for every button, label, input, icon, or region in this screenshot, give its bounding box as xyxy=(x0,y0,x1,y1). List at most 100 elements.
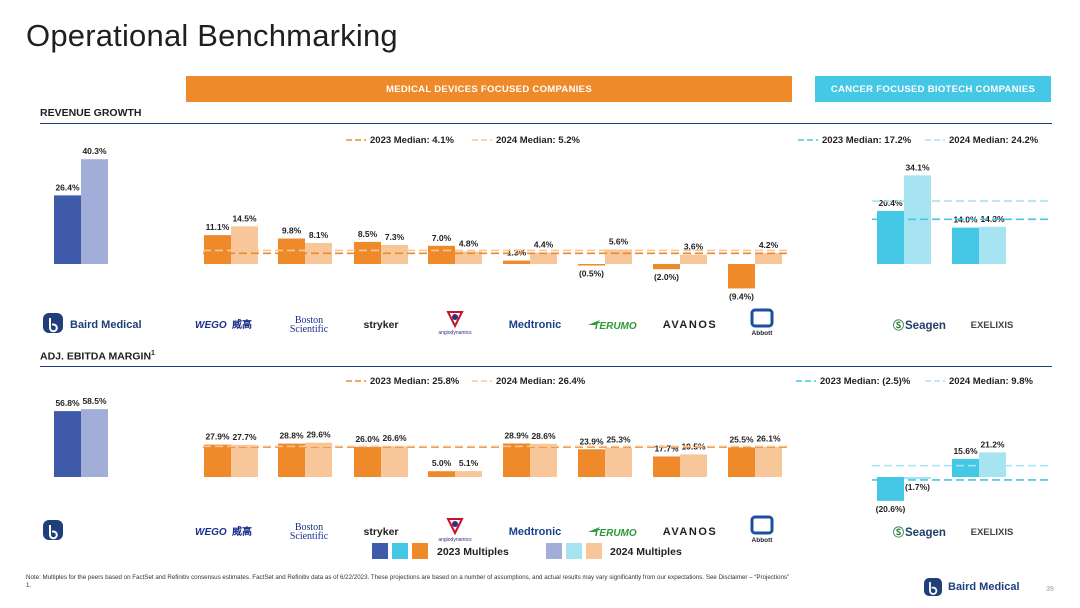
data-label-ebitda-wego-2024: 27.7% xyxy=(232,432,257,442)
bar-ebitda-avanos-2024 xyxy=(680,454,707,477)
data-label-revenue-angio-2023: 7.0% xyxy=(432,233,452,243)
bar-revenue-medtronic-2024 xyxy=(530,252,557,264)
data-label-ebitda-exelixis-2024: 21.2% xyxy=(980,439,1005,449)
data-label-revenue-angio-2024: 4.8% xyxy=(459,239,479,249)
page-title: Operational Benchmarking xyxy=(26,18,398,53)
bar-ebitda-stryker-2024 xyxy=(381,446,408,477)
wego-logo-cn-row2: 威高 xyxy=(232,525,252,538)
data-label-ebitda-boston-2024: 29.6% xyxy=(306,430,331,440)
wego-logo-cn-row1: 威高 xyxy=(232,318,252,331)
bar-revenue-wego-2023 xyxy=(204,235,231,264)
bar-ebitda-medtronic-2023 xyxy=(503,443,530,477)
bar-revenue-wego-2024 xyxy=(231,226,258,264)
legend-2024-swatch-1 xyxy=(566,543,582,559)
footnote: Note: Multiples for the peers based on F… xyxy=(26,574,926,590)
bar-ebitda-angio-2024 xyxy=(455,471,482,477)
bar-ebitda-boston-2023 xyxy=(278,443,305,477)
data-label-revenue-wego-2024: 14.5% xyxy=(232,213,257,223)
angiodynamics-icon-row2 xyxy=(446,518,464,536)
data-label-ebitda-medtronic-2024: 28.6% xyxy=(531,431,556,441)
legend-2023-label: 2023 Multiples xyxy=(437,546,509,558)
median-legend-ebitda-biotech_2024: 2024 Median: 9.8% xyxy=(949,376,1034,387)
data-label-ebitda-angio-2024: 5.1% xyxy=(459,458,479,468)
data-label-ebitda-abbott-2023: 25.5% xyxy=(729,434,754,444)
data-label-ebitda-wego-2023: 27.9% xyxy=(205,432,230,442)
data-label-revenue-avanos-2023: (2.0%) xyxy=(654,272,679,282)
data-label-ebitda-exelixis-2023: 15.6% xyxy=(953,446,978,456)
boston-logo-bottom-row2: Scientific xyxy=(290,531,329,542)
medical-devices-banner: MEDICAL DEVICES FOCUSED COMPANIES xyxy=(186,76,792,102)
bar-ebitda-abbott-2024 xyxy=(755,446,782,477)
baird-logo-text-row1: Baird Medical xyxy=(70,319,142,331)
data-label-revenue-boston-2023: 9.8% xyxy=(282,226,302,236)
data-label-revenue-wego-2023: 11.1% xyxy=(206,222,230,232)
data-label-ebitda-seagen-2024: (1.7%) xyxy=(905,482,930,492)
bar-ebitda-angio-2023 xyxy=(428,471,455,477)
data-label-revenue-baird-2024: 40.3% xyxy=(82,146,107,156)
revenue-section-line xyxy=(40,123,1052,124)
exelixis-logo-row2: EXELIXIS xyxy=(971,527,1014,538)
bar-revenue-baird-2023 xyxy=(54,195,81,264)
data-label-revenue-abbott-2023: (9.4%) xyxy=(729,291,754,301)
median-legend-ebitda-medical_2023: 2023 Median: 25.8% xyxy=(370,376,460,387)
medtronic-logo-row2: Medtronic xyxy=(509,526,562,538)
avanos-logo-row1: AVANOS xyxy=(663,319,717,331)
bar-revenue-angio-2024 xyxy=(455,251,482,264)
page-number: 39 xyxy=(1046,586,1054,593)
bar-ebitda-terumo-2024 xyxy=(605,447,632,477)
data-label-revenue-exelixis-2023: 14.0% xyxy=(953,215,978,225)
median-legend-ebitda-biotech_2023: 2023 Median: (2.5)% xyxy=(820,376,911,387)
median-legend-revenue-medical_2024: 2024 Median: 5.2% xyxy=(496,135,581,146)
data-label-ebitda-angio-2023: 5.0% xyxy=(432,458,452,468)
bar-ebitda-wego-2023 xyxy=(204,444,231,477)
bar-ebitda-baird-2023 xyxy=(54,411,81,477)
bar-ebitda-terumo-2023 xyxy=(578,449,605,477)
exelixis-logo-row1: EXELIXIS xyxy=(971,320,1014,331)
bar-ebitda-medtronic-2024 xyxy=(530,443,557,477)
data-label-ebitda-stryker-2023: 26.0% xyxy=(355,434,380,444)
seagen-logo-row2: Seagen xyxy=(905,527,946,539)
bar-ebitda-baird-2024 xyxy=(81,409,108,477)
seagen-icon-row2: Ⓢ xyxy=(893,525,904,539)
bar-revenue-exelixis-2023 xyxy=(952,227,979,264)
median-legend-revenue-medical_2023: 2023 Median: 4.1% xyxy=(370,135,455,146)
wego-logo-row1: WEGO xyxy=(195,320,227,331)
angiodynamics-icon-row1 xyxy=(446,311,464,329)
data-label-ebitda-abbott-2024: 26.1% xyxy=(756,434,781,444)
boston-logo-bottom-row1: Scientific xyxy=(290,324,329,335)
data-label-ebitda-baird-2024: 58.5% xyxy=(82,396,107,406)
abbott-icon-row1 xyxy=(750,308,774,328)
data-label-ebitda-terumo-2023: 23.9% xyxy=(579,436,604,446)
bar-revenue-stryker-2023 xyxy=(354,241,381,264)
data-label-revenue-baird-2023: 26.4% xyxy=(55,182,80,192)
bar-revenue-abbott-2023 xyxy=(728,264,755,289)
boston-logo-top-row1: Boston xyxy=(295,315,323,326)
ebitda-title-sup: 1 xyxy=(151,350,155,357)
data-label-revenue-seagen-2023: 20.4% xyxy=(878,198,903,208)
angiodynamics-dot-row2 xyxy=(452,521,458,527)
seagen-logo-row1: Seagen xyxy=(905,320,946,332)
boston-logo-top-row2: Boston xyxy=(295,522,323,533)
baird-logo-icon xyxy=(924,578,942,596)
legend-2024-label: 2024 Multiples xyxy=(610,546,682,558)
abbott-text-row2: Abbott xyxy=(752,537,774,544)
data-label-revenue-boston-2024: 8.1% xyxy=(309,230,329,240)
data-label-ebitda-medtronic-2023: 28.9% xyxy=(504,430,529,440)
data-label-ebitda-stryker-2024: 26.6% xyxy=(382,433,407,443)
data-label-revenue-seagen-2024: 34.1% xyxy=(905,162,930,172)
angiodynamics-text-row2: angiodynamics xyxy=(438,537,472,543)
data-label-ebitda-baird-2023: 56.8% xyxy=(55,398,80,408)
data-label-revenue-terumo-2024: 5.6% xyxy=(609,236,629,246)
bar-ebitda-wego-2024 xyxy=(231,444,258,477)
avanos-logo-row2: AVANOS xyxy=(663,526,717,538)
bar-revenue-terumo-2024 xyxy=(605,249,632,264)
ebitda-title-text: ADJ. EBITDA MARGIN xyxy=(40,350,152,363)
data-label-revenue-avanos-2024: 3.6% xyxy=(684,242,704,252)
angiodynamics-text-row1: angiodynamics xyxy=(438,330,472,336)
baird-logo-mark-row1 xyxy=(49,318,58,333)
data-label-revenue-terumo-2023: (0.5%) xyxy=(579,268,604,278)
baird-logo-icon-row1 xyxy=(43,313,63,333)
ebitda-margin-title: ADJ. EBITDA MARGIN1 xyxy=(40,350,155,363)
terumo-logo-row2: TERUMO xyxy=(593,528,637,539)
